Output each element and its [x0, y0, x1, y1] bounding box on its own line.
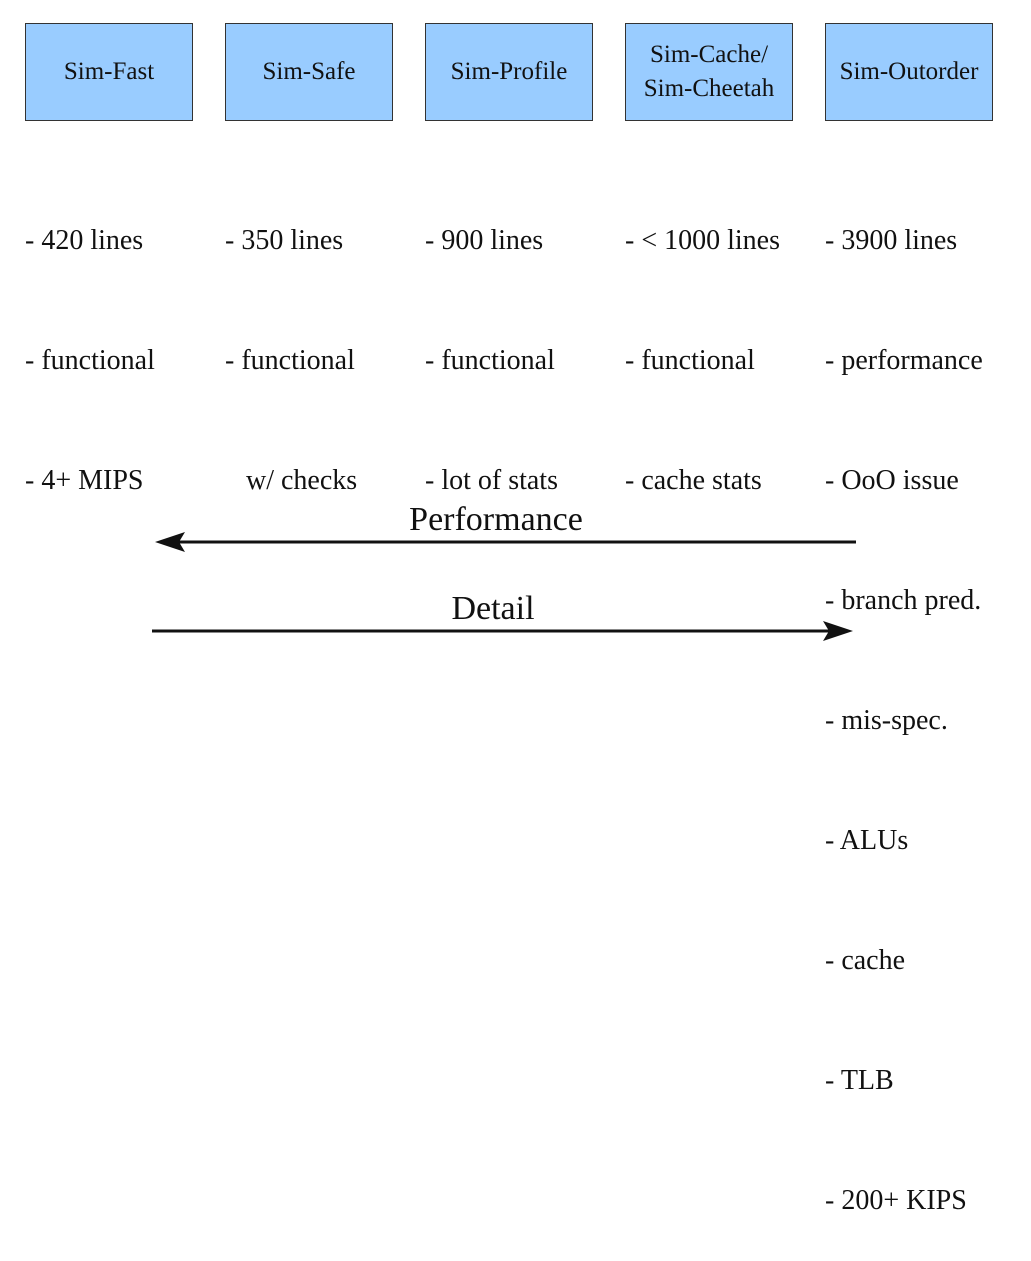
performance-label: Performance — [409, 501, 583, 538]
sim-box-safe: Sim-Safe — [225, 23, 393, 121]
feature-item: - functional — [25, 345, 155, 376]
feature-item: - cache — [825, 945, 906, 976]
sim-box-cache: Sim-Cache/ Sim-Cheetah — [625, 23, 793, 121]
feature-item: - functional — [625, 345, 755, 376]
sim-box-profile: Sim-Profile — [425, 23, 593, 121]
feature-list-cache: - < 1000 lines - functional - cache stat… — [625, 141, 780, 541]
sim-box-fast: Sim-Fast — [25, 23, 193, 121]
feature-list-safe: - 350 lines - functional w/ checks — [225, 141, 357, 541]
feature-list-fast: - 420 lines - functional - 4+ MIPS — [25, 141, 155, 541]
feature-item: - 200+ KIPS — [825, 1185, 967, 1216]
feature-item: - lot of stats — [425, 465, 558, 496]
feature-item: - 4+ MIPS — [25, 465, 144, 496]
feature-item: - branch pred. — [825, 585, 982, 616]
detail-arrow — [152, 621, 853, 641]
detail-label: Detail — [451, 590, 535, 627]
feature-item: - < 1000 lines — [625, 225, 780, 256]
feature-item: - 350 lines — [225, 225, 344, 256]
feature-item: - mis-spec. — [825, 705, 948, 736]
sim-box-label: Sim-Outorder — [839, 58, 979, 85]
feature-item: - 3900 lines — [825, 225, 958, 256]
feature-item: - OoO issue — [825, 465, 959, 496]
feature-list-profile: - 900 lines - functional - lot of stats — [425, 141, 558, 541]
sim-box-label: Sim-Profile — [450, 58, 568, 85]
sim-box-label: Sim-Safe — [262, 58, 356, 85]
sim-box-label: Sim-Fast — [63, 58, 155, 85]
feature-item: - 900 lines — [425, 225, 544, 256]
feature-item: - cache stats — [625, 465, 762, 496]
feature-item: - ALUs — [825, 825, 909, 856]
feature-item: - functional — [425, 345, 555, 376]
feature-item: w/ checks — [225, 465, 358, 496]
sim-box-label: Sim-Cache/ Sim-Cheetah — [643, 41, 775, 102]
feature-item: - functional — [225, 345, 355, 376]
feature-item: - performance — [825, 345, 983, 376]
feature-item: - TLB — [825, 1065, 894, 1096]
arrows-layer — [152, 532, 856, 641]
performance-arrow — [155, 532, 856, 552]
feature-item: - 420 lines — [25, 225, 144, 256]
sim-box-outorder: Sim-Outorder — [825, 23, 993, 121]
